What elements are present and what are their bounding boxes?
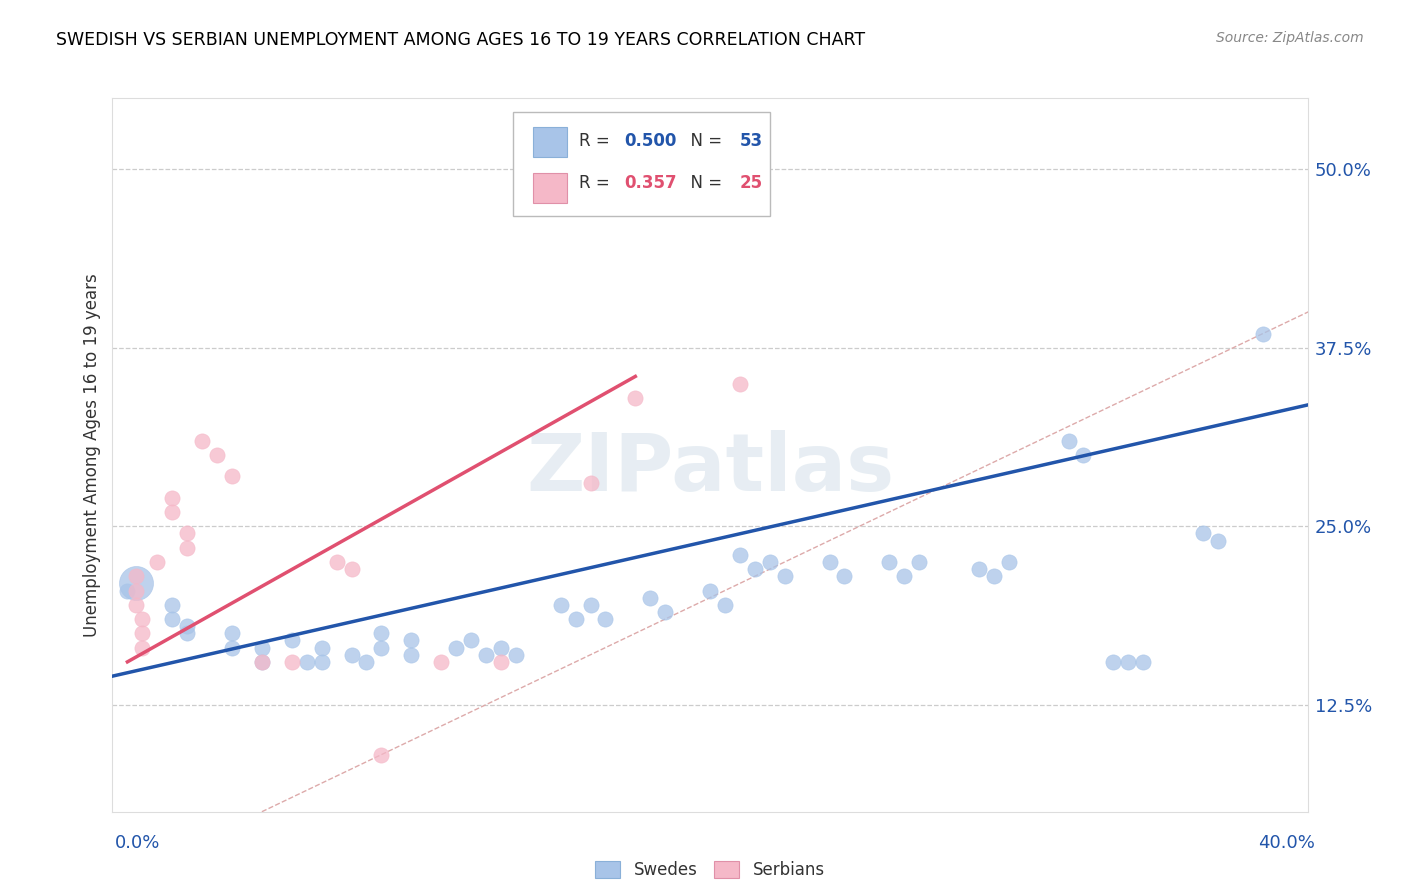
Text: R =: R = — [579, 175, 614, 193]
Point — [250, 655, 273, 669]
Point — [311, 655, 333, 669]
Point — [131, 640, 153, 655]
Point — [370, 626, 392, 640]
Point — [176, 541, 198, 555]
Text: SWEDISH VS SERBIAN UNEMPLOYMENT AMONG AGES 16 TO 19 YEARS CORRELATION CHART: SWEDISH VS SERBIAN UNEMPLOYMENT AMONG AG… — [56, 31, 865, 49]
Point — [475, 648, 498, 662]
Text: N =: N = — [681, 132, 727, 150]
Point — [728, 548, 751, 562]
Point — [325, 555, 347, 569]
Point — [728, 376, 751, 391]
Point — [998, 555, 1021, 569]
Point — [401, 633, 423, 648]
FancyBboxPatch shape — [513, 112, 770, 216]
Point — [176, 526, 198, 541]
Point — [654, 605, 676, 619]
Text: 53: 53 — [740, 132, 763, 150]
Y-axis label: Unemployment Among Ages 16 to 19 years: Unemployment Among Ages 16 to 19 years — [83, 273, 101, 637]
Point — [281, 655, 304, 669]
Point — [877, 555, 901, 569]
Text: 40.0%: 40.0% — [1258, 834, 1315, 852]
Point — [564, 612, 586, 626]
Point — [401, 648, 423, 662]
Point — [505, 648, 527, 662]
Point — [125, 569, 148, 583]
Point — [1132, 655, 1154, 669]
Point — [311, 640, 333, 655]
Point — [624, 391, 647, 405]
Point — [460, 633, 482, 648]
Point — [595, 612, 617, 626]
Point — [370, 747, 392, 762]
FancyBboxPatch shape — [533, 128, 567, 157]
Point — [221, 469, 243, 483]
Point — [340, 648, 363, 662]
Point — [191, 434, 214, 448]
Point — [983, 569, 1005, 583]
Point — [281, 633, 304, 648]
Point — [221, 640, 243, 655]
Point — [125, 576, 148, 591]
Point — [1073, 448, 1095, 462]
Point — [1057, 434, 1080, 448]
Point — [370, 640, 392, 655]
FancyBboxPatch shape — [533, 173, 567, 202]
Text: 25: 25 — [740, 175, 763, 193]
Point — [744, 562, 766, 576]
Point — [125, 598, 148, 612]
Text: ZIPatlas: ZIPatlas — [526, 430, 894, 508]
Point — [444, 640, 467, 655]
Point — [489, 655, 512, 669]
Text: R =: R = — [579, 132, 614, 150]
Point — [295, 655, 318, 669]
Point — [579, 598, 602, 612]
Point — [205, 448, 228, 462]
Point — [579, 476, 602, 491]
Point — [834, 569, 856, 583]
Point — [908, 555, 931, 569]
Point — [1118, 655, 1140, 669]
Point — [356, 655, 378, 669]
Text: Source: ZipAtlas.com: Source: ZipAtlas.com — [1216, 31, 1364, 45]
Point — [1192, 526, 1215, 541]
Point — [699, 583, 721, 598]
Point — [818, 555, 841, 569]
Point — [250, 640, 273, 655]
Point — [221, 626, 243, 640]
Text: N =: N = — [681, 175, 727, 193]
Point — [714, 598, 737, 612]
Point — [176, 619, 198, 633]
Point — [162, 505, 183, 519]
Point — [340, 562, 363, 576]
Text: 0.357: 0.357 — [624, 175, 676, 193]
Point — [125, 583, 148, 598]
Point — [131, 612, 153, 626]
Point — [1206, 533, 1229, 548]
Point — [759, 555, 782, 569]
Point — [550, 598, 572, 612]
Point — [176, 626, 198, 640]
Point — [773, 569, 796, 583]
Legend: Swedes, Serbians: Swedes, Serbians — [589, 854, 831, 886]
Point — [638, 591, 662, 605]
Text: 0.0%: 0.0% — [115, 834, 160, 852]
Point — [162, 491, 183, 505]
Text: 0.500: 0.500 — [624, 132, 676, 150]
Point — [250, 655, 273, 669]
Point — [1102, 655, 1125, 669]
Point — [1251, 326, 1274, 341]
Point — [146, 555, 169, 569]
Point — [967, 562, 990, 576]
Point — [162, 612, 183, 626]
Point — [489, 640, 512, 655]
Point — [162, 598, 183, 612]
Point — [893, 569, 915, 583]
Point — [117, 583, 139, 598]
Point — [430, 655, 453, 669]
Point — [131, 626, 153, 640]
